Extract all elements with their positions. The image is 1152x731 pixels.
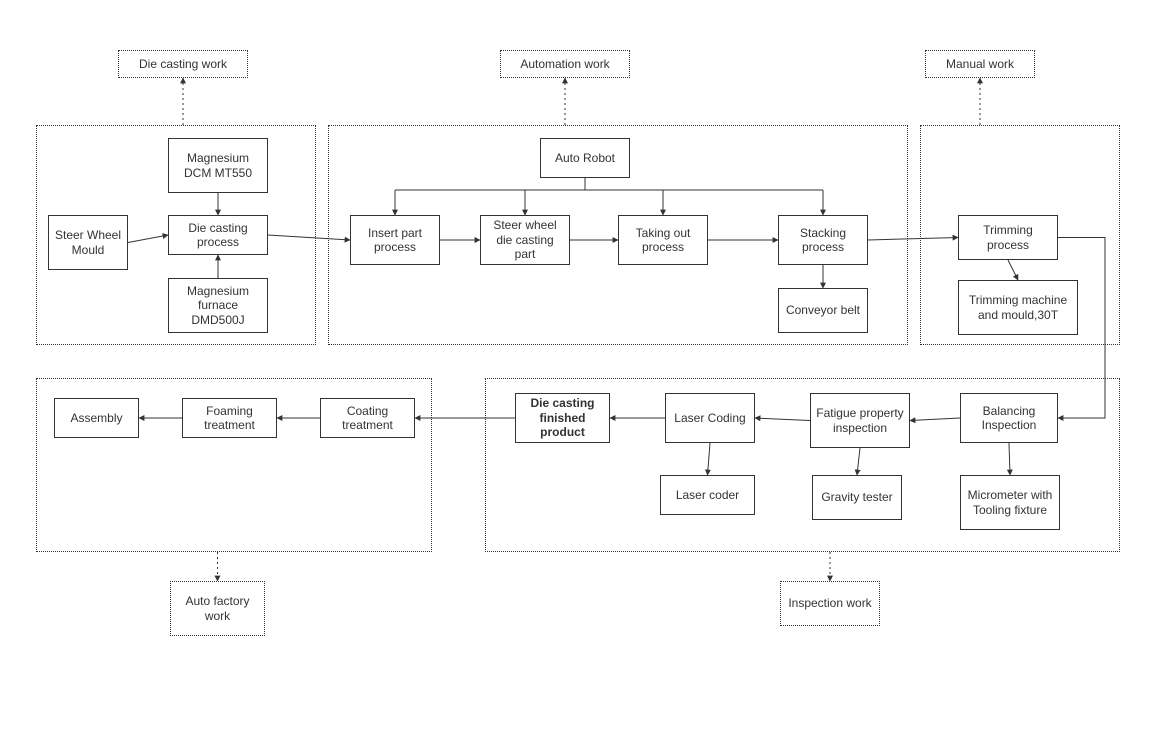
node-steer_wheel_die: Steer wheel die casting part bbox=[480, 215, 570, 265]
node-die_casting_finished: Die casting finished product bbox=[515, 393, 610, 443]
node-assembly: Assembly bbox=[54, 398, 139, 438]
node-magnesium_furnace: Magnesium furnace DMD500J bbox=[168, 278, 268, 333]
label-inspection_work: Inspection work bbox=[780, 581, 880, 626]
node-conveyor_belt: Conveyor belt bbox=[778, 288, 868, 333]
node-auto_robot: Auto Robot bbox=[540, 138, 630, 178]
node-steer_wheel_mould: Steer Wheel Mould bbox=[48, 215, 128, 270]
node-balancing: Balancing Inspection bbox=[960, 393, 1058, 443]
node-trimming_machine: Trimming machine and mould,30T bbox=[958, 280, 1078, 335]
label-auto_factory_work: Auto factory work bbox=[170, 581, 265, 636]
label-die_casting_work: Die casting work bbox=[118, 50, 248, 78]
node-laser_coding: Laser Coding bbox=[665, 393, 755, 443]
node-micrometer: Micrometer with Tooling fixture bbox=[960, 475, 1060, 530]
label-manual_work: Manual work bbox=[925, 50, 1035, 78]
node-gravity_tester: Gravity tester bbox=[812, 475, 902, 520]
node-magnesium_dcm: Magnesium DCM MT550 bbox=[168, 138, 268, 193]
node-trimming_process: Trimming process bbox=[958, 215, 1058, 260]
node-taking_out: Taking out process bbox=[618, 215, 708, 265]
node-fatigue: Fatigue property inspection bbox=[810, 393, 910, 448]
node-laser_coder: Laser coder bbox=[660, 475, 755, 515]
node-stacking: Stacking process bbox=[778, 215, 868, 265]
label-automation_work: Automation work bbox=[500, 50, 630, 78]
node-foaming: Foaming treatment bbox=[182, 398, 277, 438]
node-coating: Coating treatment bbox=[320, 398, 415, 438]
node-die_casting_process: Die casting process bbox=[168, 215, 268, 255]
node-insert_part: Insert part process bbox=[350, 215, 440, 265]
